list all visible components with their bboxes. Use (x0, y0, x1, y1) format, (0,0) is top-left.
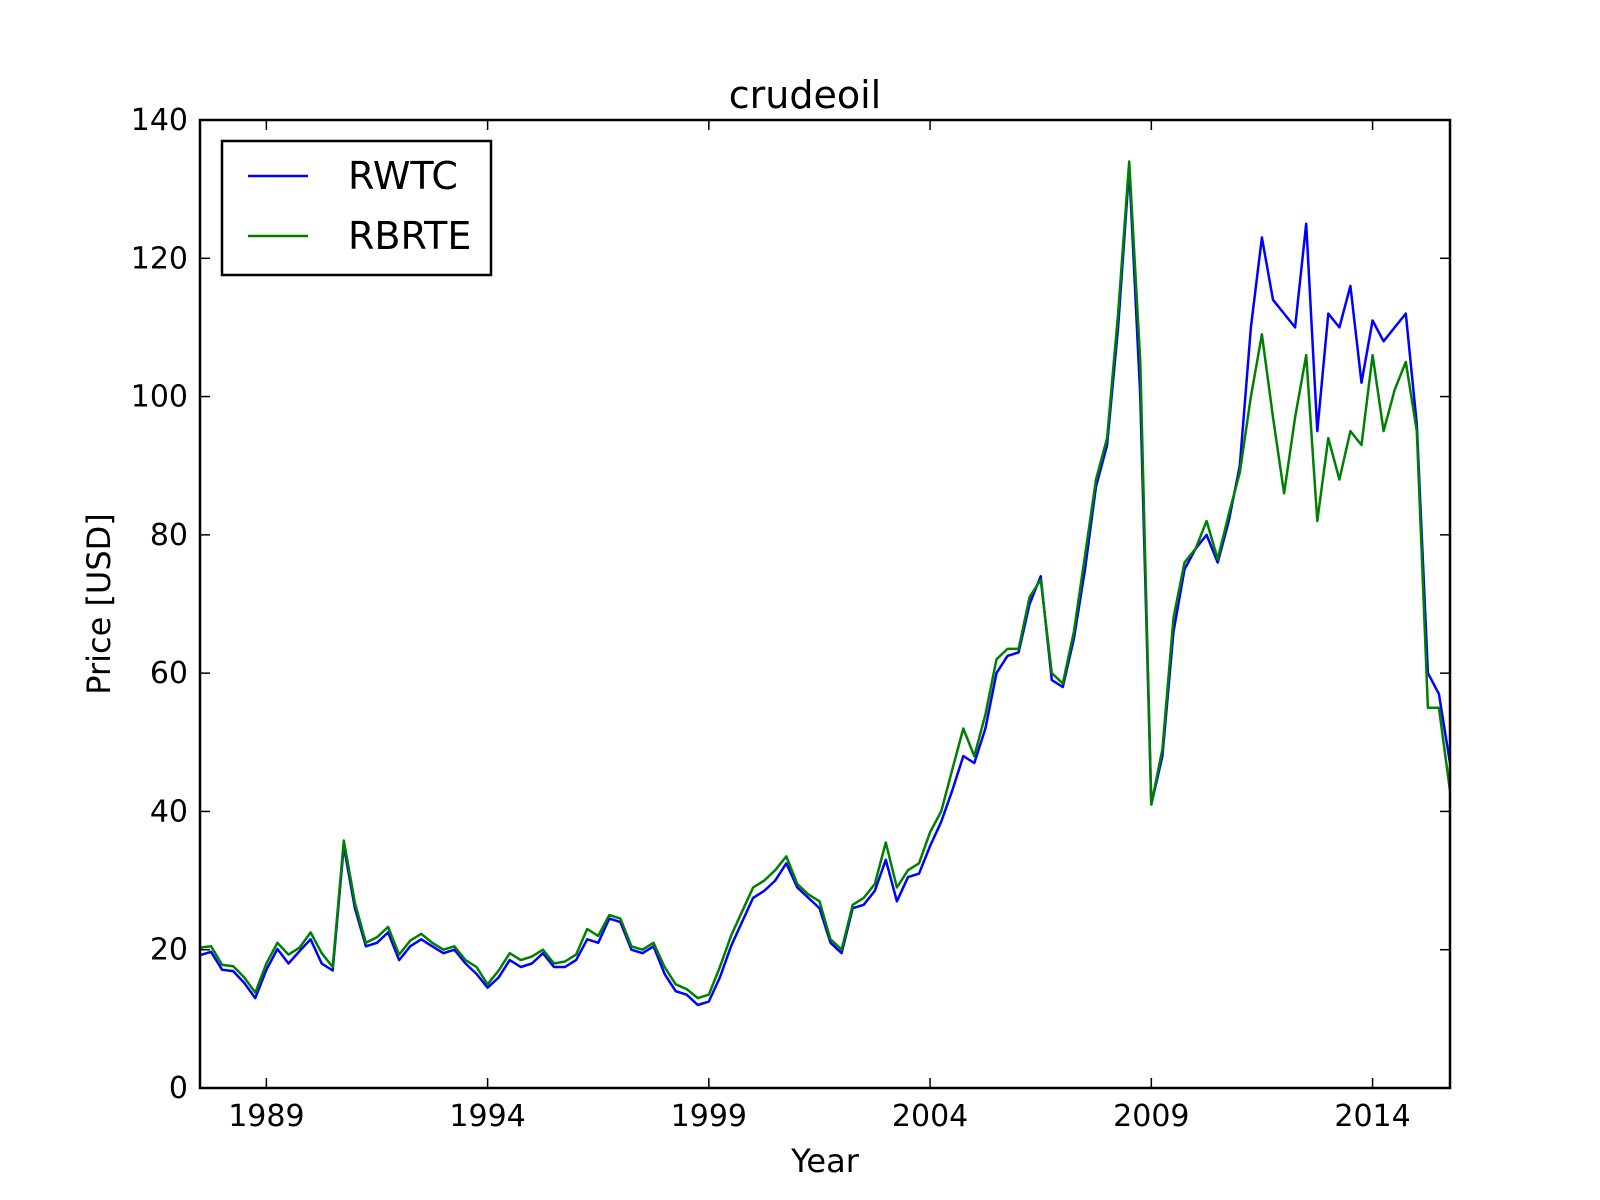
x-tick-label: 2004 (892, 1099, 968, 1134)
legend: RWTC RBRTE (220, 139, 493, 277)
y-axis-title: Price [USD] (80, 513, 118, 695)
y-tick-label: 140 (131, 103, 188, 138)
y-tick-label: 80 (150, 518, 188, 553)
x-tick-label: 1999 (671, 1099, 747, 1134)
series-line-rwtc (200, 167, 1450, 1007)
x-axis-title: Year (790, 1142, 860, 1180)
legend-frame (220, 139, 493, 277)
y-tick-label: 0 (169, 1071, 188, 1106)
y-tick-label: 40 (150, 794, 188, 829)
x-tick-label: 2009 (1113, 1099, 1189, 1134)
x-tick-label: 2014 (1334, 1099, 1410, 1134)
y-tick-label: 20 (150, 933, 188, 968)
y-tick-label: 60 (150, 656, 188, 691)
x-tick-label: 1989 (228, 1099, 304, 1134)
legend-label-rbrte: RBRTE (348, 214, 471, 258)
x-tick-label: 1994 (449, 1099, 525, 1134)
chart-title: crudeoil (729, 73, 881, 117)
legend-label-rwtc: RWTC (348, 154, 458, 198)
y-tick-label: 100 (131, 380, 188, 415)
y-tick-label: 120 (131, 241, 188, 276)
plot-area-frame (198, 118, 1452, 1090)
series-line-rbrte (200, 160, 1450, 1000)
